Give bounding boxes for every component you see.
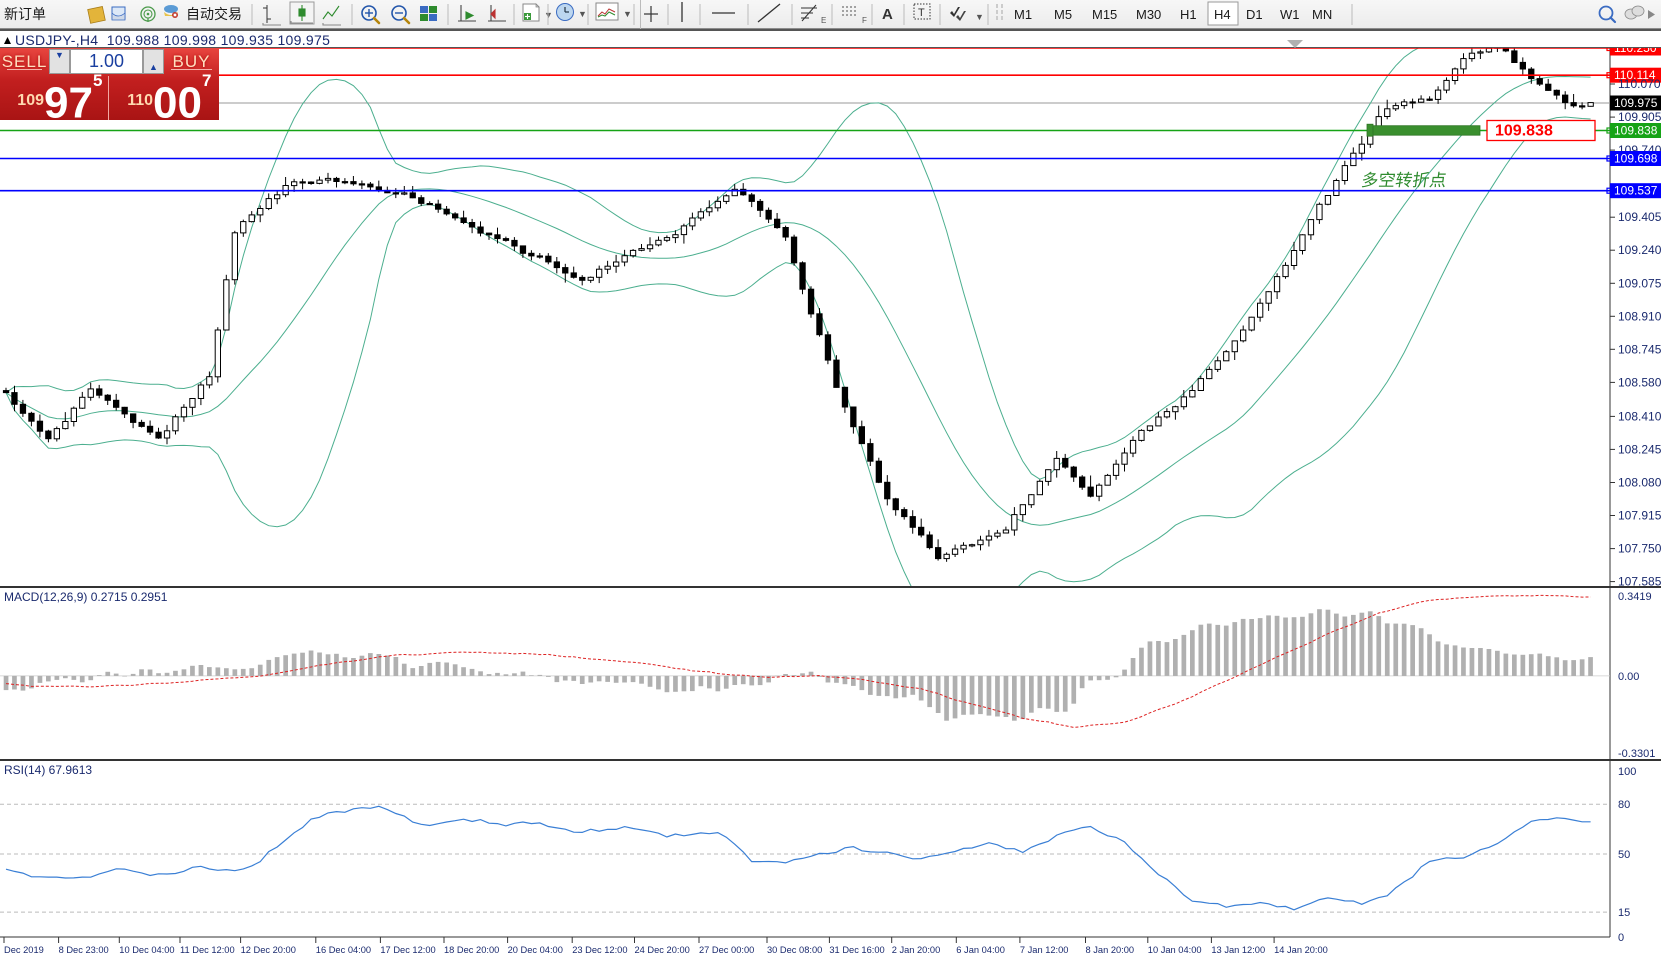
svg-text:13 Jan 12:00: 13 Jan 12:00: [1211, 945, 1265, 954]
svg-text:16 Dec 04:00: 16 Dec 04:00: [316, 945, 371, 954]
svg-text:110.070: 110.070: [1618, 77, 1661, 91]
svg-text:10 Jan 04:00: 10 Jan 04:00: [1148, 945, 1202, 954]
svg-text:108.910: 108.910: [1618, 309, 1661, 323]
svg-text:20 Dec 04:00: 20 Dec 04:00: [508, 945, 563, 954]
svg-text:0.3419: 0.3419: [1618, 591, 1652, 603]
svg-text:17 Dec 12:00: 17 Dec 12:00: [380, 945, 435, 954]
svg-text:14 Jan 20:00: 14 Jan 20:00: [1274, 945, 1328, 954]
svg-text:0.00: 0.00: [1618, 671, 1639, 683]
svg-text:2 Jan 20:00: 2 Jan 20:00: [892, 945, 941, 954]
svg-text:108.580: 108.580: [1618, 375, 1661, 389]
svg-text:T: T: [918, 7, 925, 19]
svg-text:108.410: 108.410: [1618, 409, 1661, 423]
svg-text:107.750: 107.750: [1618, 542, 1661, 556]
svg-text:18 Dec 20:00: 18 Dec 20:00: [444, 945, 499, 954]
svg-text:109.838: 109.838: [1495, 123, 1553, 140]
svg-text:M30: M30: [1136, 7, 1161, 22]
svg-text:100: 100: [1618, 766, 1636, 778]
svg-text:109.240: 109.240: [1618, 243, 1661, 257]
svg-text:-0.3301: -0.3301: [1618, 748, 1655, 759]
svg-text:M5: M5: [1054, 7, 1072, 22]
svg-text:27 Dec 00:00: 27 Dec 00:00: [699, 945, 754, 954]
svg-text:6 Jan 04:00: 6 Jan 04:00: [956, 945, 1005, 954]
svg-text:RSI(14) 67.9613: RSI(14) 67.9613: [4, 763, 92, 777]
svg-text:F: F: [862, 16, 867, 25]
svg-text:MACD(12,26,9) 0.2715 0.2951: MACD(12,26,9) 0.2715 0.2951: [4, 590, 168, 604]
svg-text:A: A: [882, 6, 893, 23]
svg-text:E: E: [821, 16, 826, 25]
svg-text:31 Dec 16:00: 31 Dec 16:00: [829, 945, 884, 954]
svg-text:80: 80: [1618, 799, 1630, 811]
svg-text:0: 0: [1618, 932, 1624, 944]
svg-text:15: 15: [1618, 907, 1630, 919]
svg-text:12 Dec 20:00: 12 Dec 20:00: [241, 945, 296, 954]
svg-text:8 Jan 20:00: 8 Jan 20:00: [1086, 945, 1135, 954]
svg-text:多空转折点: 多空转折点: [1360, 171, 1448, 190]
svg-text:50: 50: [1618, 849, 1630, 861]
svg-text:109.537: 109.537: [1614, 184, 1658, 198]
svg-text:M1: M1: [1014, 7, 1032, 22]
svg-text:109.975: 109.975: [1614, 96, 1658, 110]
svg-text:108.245: 108.245: [1618, 442, 1661, 456]
svg-text:H1: H1: [1180, 7, 1197, 22]
svg-text:24 Dec 20:00: 24 Dec 20:00: [635, 945, 690, 954]
svg-text:MN: MN: [1312, 7, 1332, 22]
svg-text:110.250: 110.250: [1614, 48, 1657, 55]
svg-text:▼: ▼: [578, 9, 587, 19]
svg-text:108.080: 108.080: [1618, 476, 1661, 490]
svg-text:11 Dec 12:00: 11 Dec 12:00: [180, 945, 235, 954]
svg-text:10 Dec 04:00: 10 Dec 04:00: [119, 945, 174, 954]
svg-text:109.405: 109.405: [1618, 210, 1661, 224]
svg-text:30 Dec 08:00: 30 Dec 08:00: [767, 945, 822, 954]
svg-text:▼: ▼: [975, 12, 984, 22]
svg-text:107.915: 107.915: [1618, 509, 1661, 523]
svg-text:D1: D1: [1246, 7, 1263, 22]
svg-text:109.698: 109.698: [1614, 152, 1658, 166]
svg-text:W1: W1: [1280, 7, 1300, 22]
svg-text:23 Dec 12:00: 23 Dec 12:00: [572, 945, 627, 954]
svg-text:109.905: 109.905: [1618, 110, 1661, 124]
svg-text:H4: H4: [1214, 7, 1231, 22]
svg-text:新订单: 新订单: [4, 6, 46, 22]
svg-text:Dec 2019: Dec 2019: [4, 945, 44, 954]
svg-text:108.745: 108.745: [1618, 342, 1661, 356]
svg-text:7 Jan 12:00: 7 Jan 12:00: [1020, 945, 1069, 954]
svg-text:自动交易: 自动交易: [186, 6, 242, 22]
svg-text:109.838: 109.838: [1614, 124, 1658, 138]
svg-text:109.075: 109.075: [1618, 276, 1661, 290]
svg-text:▼: ▼: [623, 9, 632, 19]
svg-text:M15: M15: [1092, 7, 1117, 22]
svg-text:8 Dec 23:00: 8 Dec 23:00: [59, 945, 109, 954]
svg-text:107.585: 107.585: [1618, 575, 1661, 586]
